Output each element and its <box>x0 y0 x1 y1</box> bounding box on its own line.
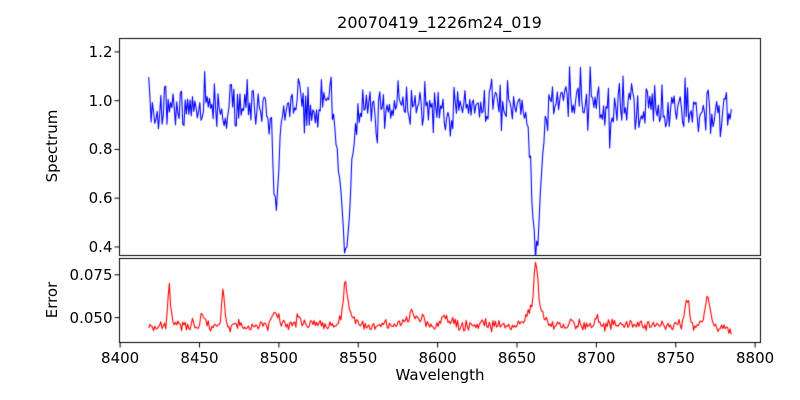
x-tick-label: 8450 <box>180 348 219 367</box>
error-y-tick-label: 0.050 <box>69 308 113 327</box>
x-tick-label: 8600 <box>418 348 457 367</box>
chart-title: 20070419_1226m24_019 <box>337 13 542 32</box>
error-y-tick-label: 0.075 <box>69 265 113 284</box>
spectrum-y-tick-label: 0.8 <box>88 140 113 159</box>
spectrum-y-tick-label: 1.0 <box>88 91 113 110</box>
spectrum-y-tick-label: 0.4 <box>88 237 113 256</box>
x-tick-label: 8700 <box>577 348 616 367</box>
x-tick-label: 8550 <box>339 348 378 367</box>
x-tick-label: 8400 <box>101 348 140 367</box>
x-tick-label: 8650 <box>497 348 537 367</box>
x-axis-label: Wavelength <box>395 366 485 384</box>
spectrum-y-tick-label: 1.2 <box>88 42 113 61</box>
spectrum-y-tick-label: 0.6 <box>88 189 113 208</box>
x-tick-label: 8500 <box>259 348 298 367</box>
x-tick-label: 8750 <box>656 348 695 367</box>
x-tick-label: 8800 <box>736 348 775 367</box>
